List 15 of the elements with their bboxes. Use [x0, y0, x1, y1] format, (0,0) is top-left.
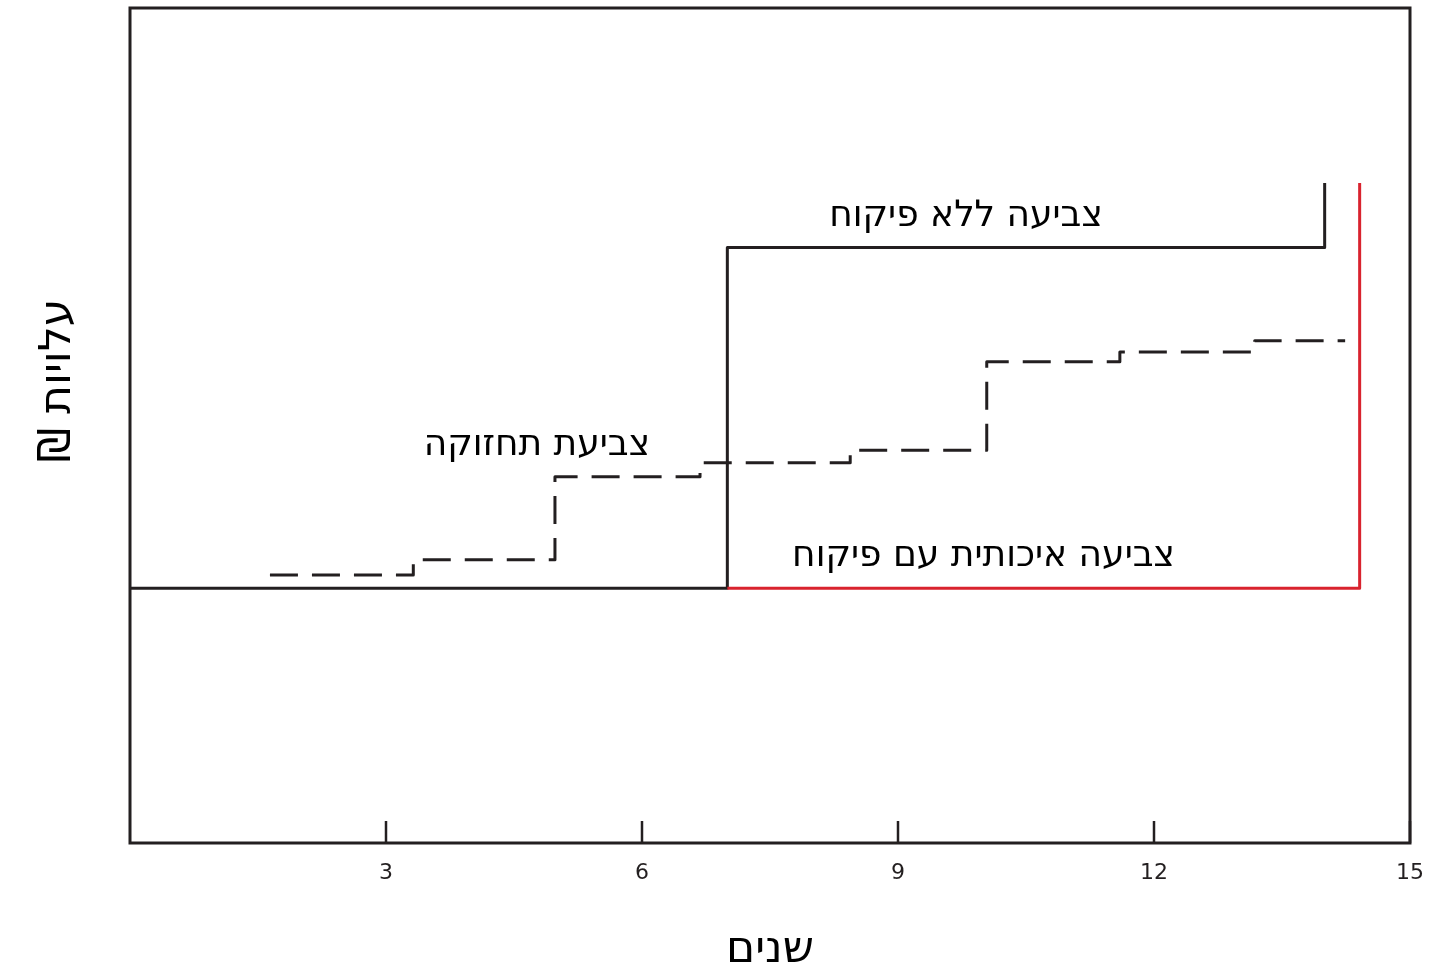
- x-tick-label: 9: [891, 859, 905, 884]
- x-axis-tick: 15: [1396, 821, 1424, 884]
- x-tick-label: 3: [379, 859, 393, 884]
- x-axis-title: שנים: [726, 921, 814, 970]
- series-label: צביעה איכותית עם פיקוח: [792, 533, 1175, 575]
- x-axis-tick: 12: [1140, 821, 1168, 884]
- x-tick-label: 12: [1140, 859, 1168, 884]
- series-label: צביעה ללא פיקוח: [829, 192, 1103, 234]
- x-axis-tick: 3: [379, 821, 393, 884]
- x-axis-tick: 9: [891, 821, 905, 884]
- y-axis-title: עלויות ₪: [29, 298, 80, 463]
- series-label: צביעת תחזוקה: [423, 421, 651, 463]
- x-tick-label: 15: [1396, 859, 1424, 884]
- x-axis-tick: 6: [635, 821, 649, 884]
- x-tick-label: 6: [635, 859, 649, 884]
